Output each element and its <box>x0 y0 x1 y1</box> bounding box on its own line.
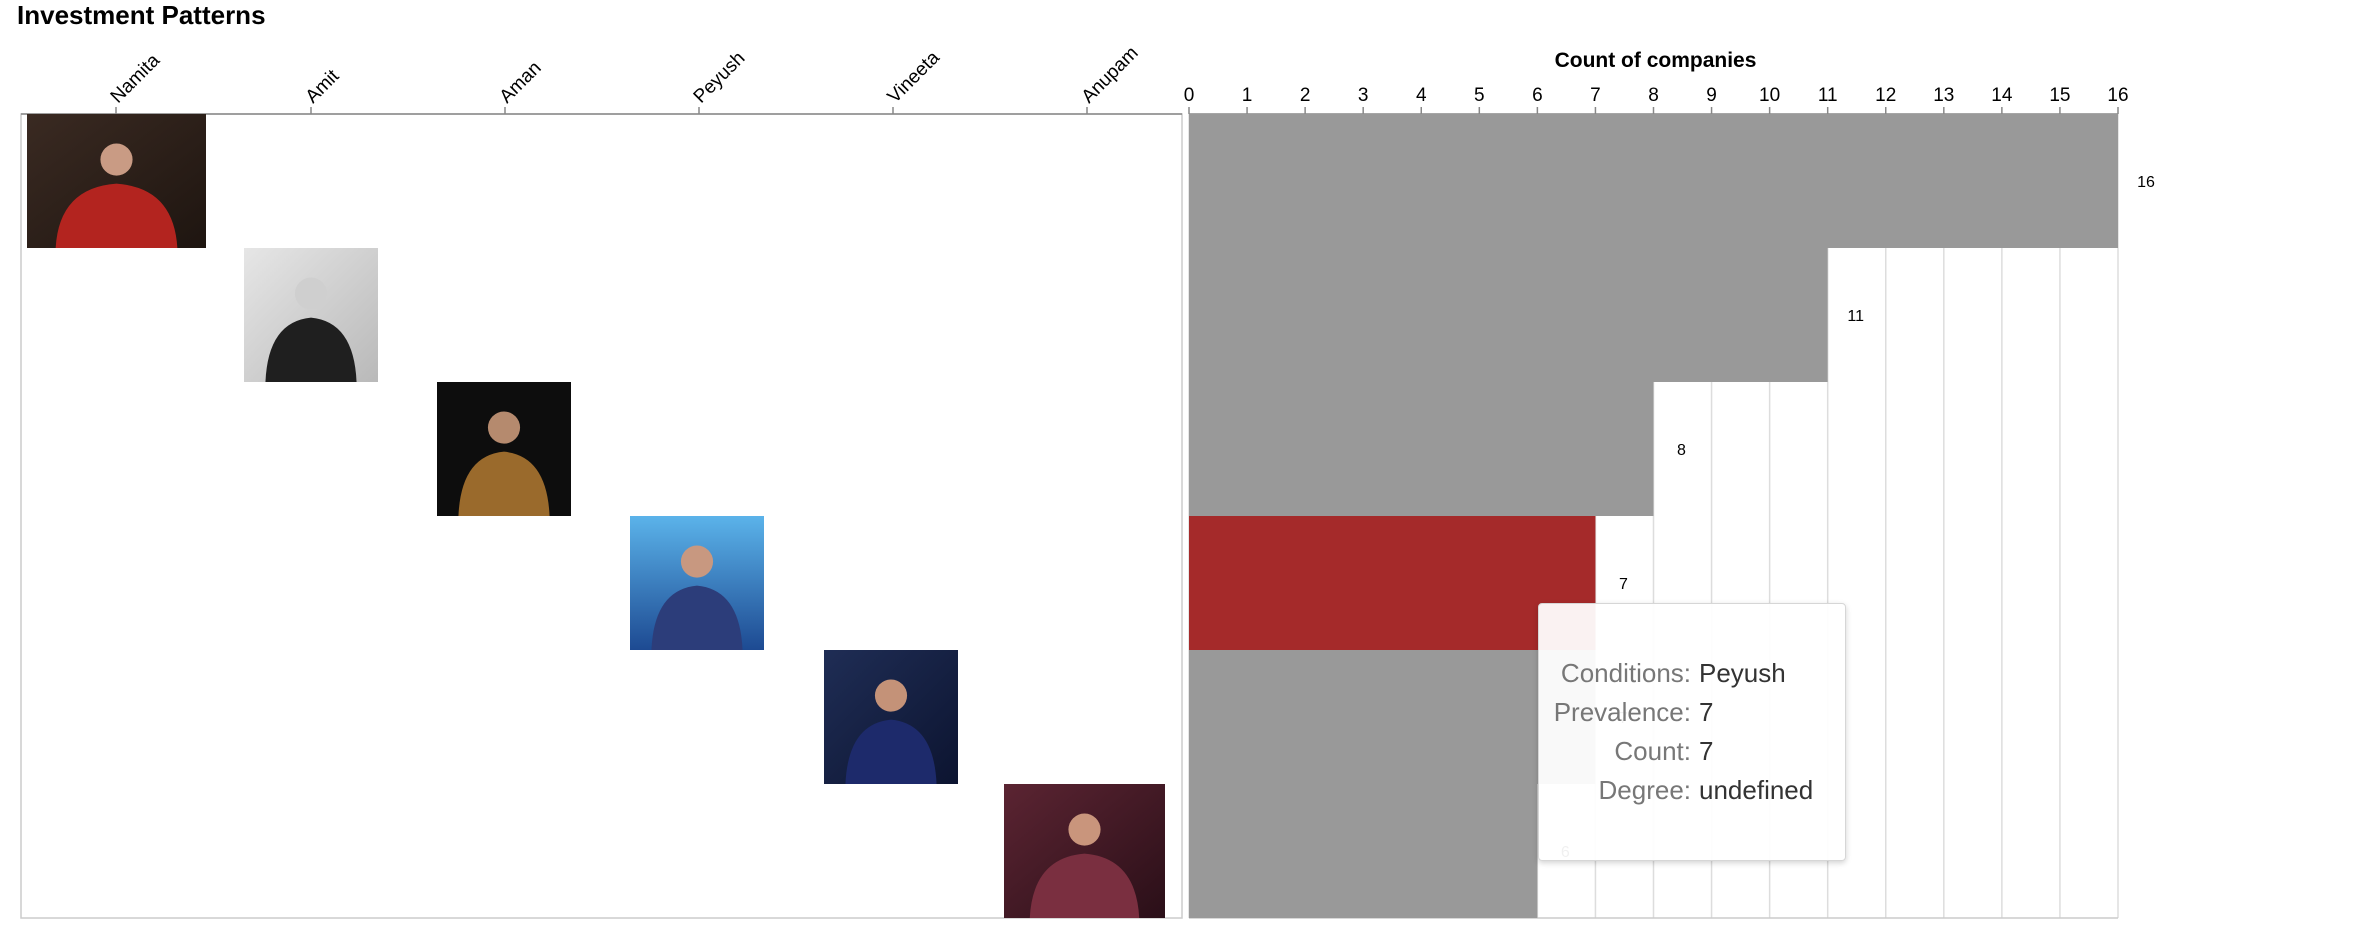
x-tick-label: 16 <box>2107 85 2128 106</box>
x-tick-label: 6 <box>1532 85 1543 106</box>
bar-aman <box>1189 382 1654 516</box>
x-tick-label: 14 <box>1991 85 2013 106</box>
bar-namita <box>1189 114 2118 248</box>
bar-data-label: 11 <box>1847 308 1864 325</box>
tooltip-value: undefined <box>1699 775 1814 805</box>
x-tick-label: 1 <box>1242 85 1253 106</box>
column-label: Anupam <box>1078 43 1143 108</box>
x-tick-label: 13 <box>1933 85 1954 106</box>
tooltip: Conditions: Peyush Prevalence: 7 Count: … <box>1538 603 1846 861</box>
photo-head <box>1068 813 1101 846</box>
column-label: Peyush <box>690 48 750 108</box>
x-tick-label: 2 <box>1300 85 1311 106</box>
tooltip-row-prevalence: Prevalence: 7 <box>1539 693 1845 732</box>
photo-head <box>294 277 328 310</box>
bar-amit <box>1189 248 1828 382</box>
photo-head <box>874 679 908 712</box>
x-tick-label: 11 <box>1818 85 1838 106</box>
tooltip-row-degree: Degree: undefined <box>1539 771 1845 810</box>
x-tick-label: 12 <box>1875 85 1896 106</box>
bar-anupam <box>1189 784 1538 918</box>
x-tick-label: 10 <box>1759 85 1780 106</box>
bar-peyush <box>1189 516 1596 650</box>
photo-head <box>487 411 521 444</box>
tooltip-row-count: Count: 7 <box>1539 732 1845 771</box>
tooltip-value: 7 <box>1699 697 1714 727</box>
bar-data-label: 7 <box>1619 576 1628 593</box>
x-tick-label: 3 <box>1358 85 1369 106</box>
photo-head <box>100 143 133 176</box>
investor-photo <box>630 516 764 650</box>
x-tick-label: 8 <box>1648 85 1659 106</box>
bar-vineeta <box>1189 650 1596 784</box>
investor-photo <box>437 382 571 516</box>
x-axis-title: Count of companies <box>1555 49 1757 72</box>
x-tick-label: 0 <box>1184 85 1195 106</box>
column-label: Aman <box>496 58 546 108</box>
photo-torso <box>1029 853 1140 918</box>
column-label: Vineeta <box>884 47 944 107</box>
x-tick-label: 5 <box>1474 85 1485 106</box>
tooltip-row-conditions: Conditions: Peyush <box>1539 654 1845 693</box>
x-tick-label: 4 <box>1416 85 1427 106</box>
page-title: Investment Patterns <box>17 0 266 30</box>
photo-torso <box>55 183 178 248</box>
photo-torso <box>458 451 550 516</box>
investor-photo <box>244 248 378 382</box>
x-tick-label: 9 <box>1706 85 1717 106</box>
photo-head <box>680 545 714 578</box>
bar-data-label: 16 <box>2137 174 2155 191</box>
photo-torso <box>265 317 357 382</box>
bar-data-label: 8 <box>1677 442 1686 459</box>
tooltip-key: Conditions: <box>1560 658 1691 688</box>
tooltip-key: Count: <box>1614 736 1691 766</box>
x-tick-label: 15 <box>2049 85 2070 106</box>
tooltip-key: Degree: <box>1598 775 1692 805</box>
investor-photo <box>1004 784 1165 918</box>
tooltip-value: Peyush <box>1699 658 1786 688</box>
investor-photo <box>824 650 958 784</box>
column-label: Namita <box>107 50 165 108</box>
investor-photo <box>27 114 206 248</box>
tooltip-value: 7 <box>1699 736 1714 766</box>
x-tick-label: 7 <box>1590 85 1601 106</box>
tooltip-key: Prevalence: <box>1553 697 1691 727</box>
column-label: Amit <box>302 65 344 107</box>
photo-torso <box>845 719 937 784</box>
photo-torso <box>651 585 743 650</box>
